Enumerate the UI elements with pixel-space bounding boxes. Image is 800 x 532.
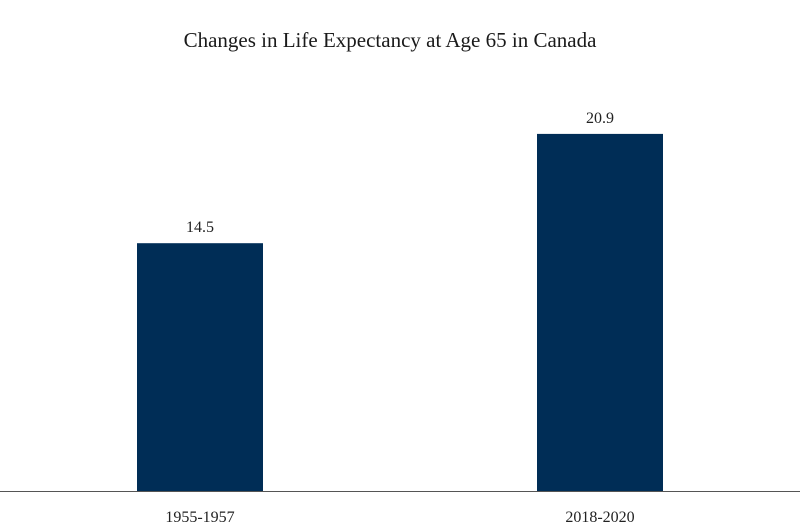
data-label-2018-2020: 20.9	[586, 110, 614, 127]
x-tick-label-2018-2020: 2018-2020	[565, 509, 634, 526]
labels-group: 14.5 1955-1957 20.9 2018-2020	[165, 110, 634, 526]
bars-group	[137, 133, 663, 491]
x-tick-label-1955-1957: 1955-1957	[165, 509, 234, 526]
bar-2018-2020	[537, 133, 663, 491]
data-label-1955-1957: 14.5	[186, 219, 214, 236]
chart-title: Changes in Life Expectancy at Age 65 in …	[184, 28, 598, 52]
bar-1955-1957	[137, 243, 263, 491]
